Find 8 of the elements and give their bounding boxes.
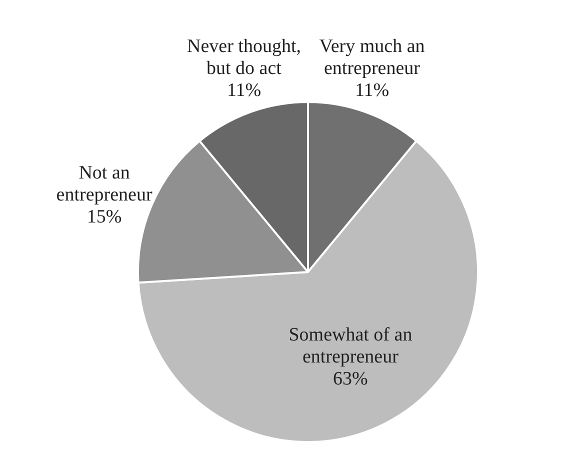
data-label: 15% — [86, 206, 122, 228]
slice-label: Somewhat of an entrepreneur — [288, 324, 413, 368]
slice-label: Never thought, but do act — [187, 36, 301, 79]
data-label: 63% — [333, 368, 368, 390]
slice-label: Not an entrepreneur — [56, 162, 153, 206]
slice-label: Very much an entrepreneur — [319, 36, 426, 79]
data-label: 11% — [226, 80, 262, 101]
data-label: 11% — [354, 80, 390, 101]
